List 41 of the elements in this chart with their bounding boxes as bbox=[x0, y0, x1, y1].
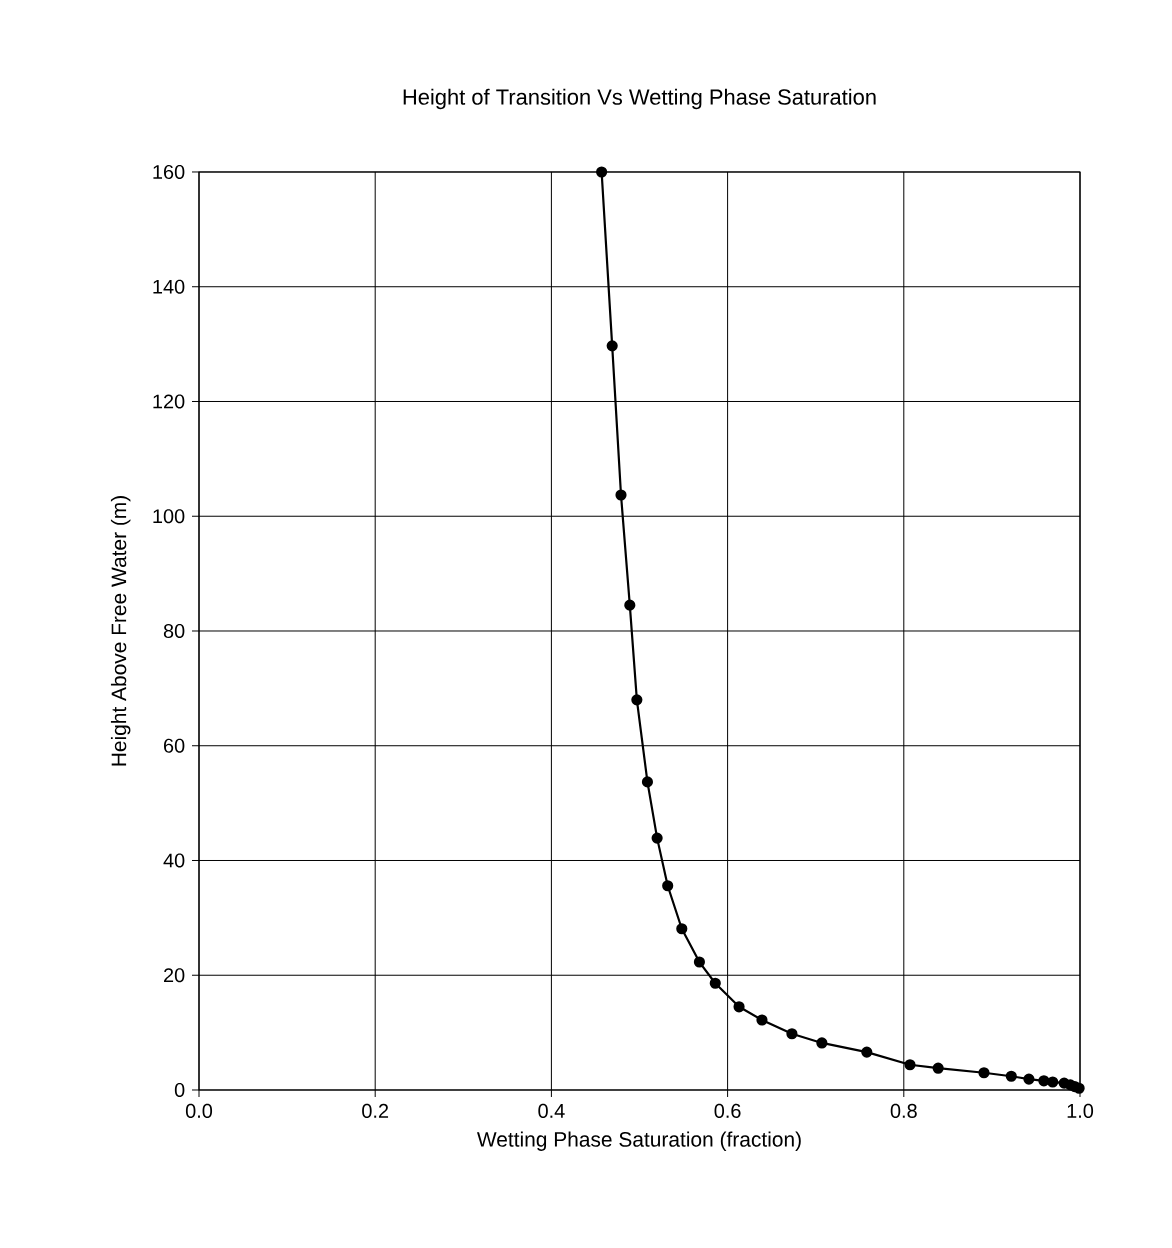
point bbox=[786, 1028, 798, 1040]
y-axis-title: Height Above Free Water (m) bbox=[110, 496, 131, 766]
x-tick-label: 1.0 bbox=[1067, 1103, 1094, 1118]
y-tick-label: 0 bbox=[174, 1082, 185, 1098]
y-tick-label: 40 bbox=[163, 853, 185, 868]
point bbox=[861, 1046, 873, 1058]
y-tick-label: 100 bbox=[153, 509, 185, 524]
point bbox=[651, 832, 663, 844]
y-tick-label: 140 bbox=[153, 279, 185, 294]
point bbox=[662, 880, 674, 892]
point bbox=[733, 1001, 745, 1013]
point bbox=[932, 1062, 944, 1074]
x-tick-label: 0.0 bbox=[185, 1103, 213, 1118]
point bbox=[641, 776, 654, 788]
point bbox=[1038, 1075, 1050, 1087]
point bbox=[904, 1059, 916, 1071]
point bbox=[624, 599, 636, 611]
point bbox=[606, 340, 618, 352]
point bbox=[756, 1014, 768, 1026]
point bbox=[1023, 1073, 1035, 1085]
point bbox=[596, 166, 608, 178]
y-tick-label: 20 bbox=[164, 968, 185, 983]
point bbox=[1005, 1070, 1017, 1082]
point bbox=[615, 489, 627, 501]
y-tick-label: 80 bbox=[163, 623, 185, 639]
x-tick-label: 0.4 bbox=[538, 1103, 565, 1118]
x-tick-label: 0.8 bbox=[890, 1103, 917, 1118]
y-tick-label: 120 bbox=[153, 394, 185, 409]
point bbox=[693, 956, 705, 968]
point bbox=[709, 977, 721, 989]
point bbox=[676, 923, 688, 935]
x-tick-label: 0.2 bbox=[362, 1103, 389, 1118]
x-axis-title: Wetting Phase Saturation (fraction) bbox=[476, 1131, 801, 1151]
y-tick-label: 60 bbox=[164, 738, 185, 753]
y-tick-label: 160 bbox=[153, 164, 185, 180]
point bbox=[1047, 1076, 1059, 1088]
point bbox=[631, 694, 643, 706]
chart-title: Height of Transition Vs Wetting Phase Saturation bbox=[403, 88, 876, 110]
point bbox=[978, 1067, 990, 1079]
x-tick-label: 0.6 bbox=[714, 1103, 741, 1118]
point bbox=[816, 1037, 828, 1049]
